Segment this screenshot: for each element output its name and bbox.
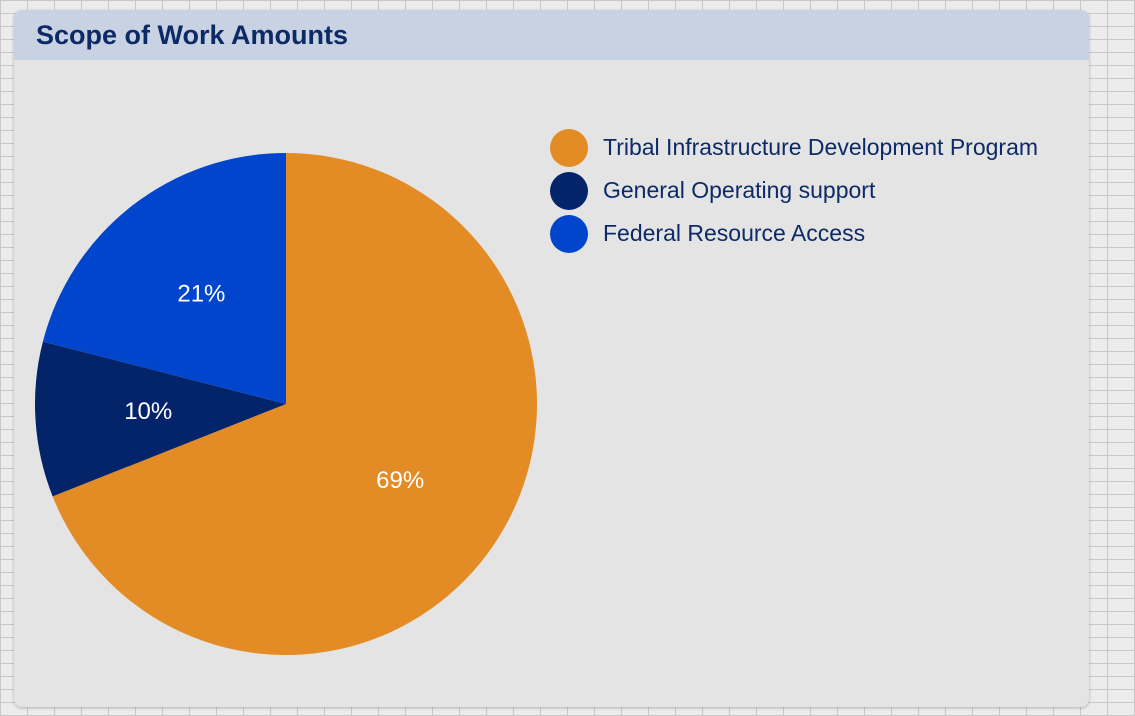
legend-label: Tribal Infrastructure Development Progra… bbox=[603, 134, 1039, 160]
legend-swatch bbox=[550, 171, 588, 210]
legend-item-general-operating[interactable]: General Operating support bbox=[550, 169, 1038, 212]
legend-label: Federal Resource Access bbox=[603, 220, 866, 246]
pie-label-tribal-infrastructure: 69% bbox=[376, 467, 424, 494]
pie-chart: 69% 10% 21% bbox=[35, 153, 538, 655]
pie-slice-general-operating[interactable] bbox=[35, 341, 286, 497]
legend-swatch bbox=[550, 128, 588, 167]
chart-title: Scope of Work Amounts bbox=[36, 19, 349, 50]
pie-slice-federal-resource[interactable] bbox=[42, 153, 287, 404]
legend-item-tribal-infrastructure[interactable]: Tribal Infrastructure Development Progra… bbox=[550, 126, 1038, 169]
legend-label: General Operating support bbox=[603, 177, 876, 203]
chart-card: Scope of Work Amounts 69% 10% 21% Tribal I… bbox=[14, 10, 1089, 707]
pie-slice-tribal-infrastructure[interactable] bbox=[52, 153, 538, 655]
legend-swatch bbox=[550, 214, 588, 253]
pie-label-federal-resource: 21% bbox=[177, 280, 225, 307]
legend: Tribal Infrastructure Development Progra… bbox=[550, 126, 1038, 255]
card-header: Scope of Work Amounts bbox=[14, 10, 1089, 60]
legend-item-federal-resource[interactable]: Federal Resource Access bbox=[550, 212, 1038, 255]
pie-label-general-operating: 10% bbox=[124, 398, 172, 425]
